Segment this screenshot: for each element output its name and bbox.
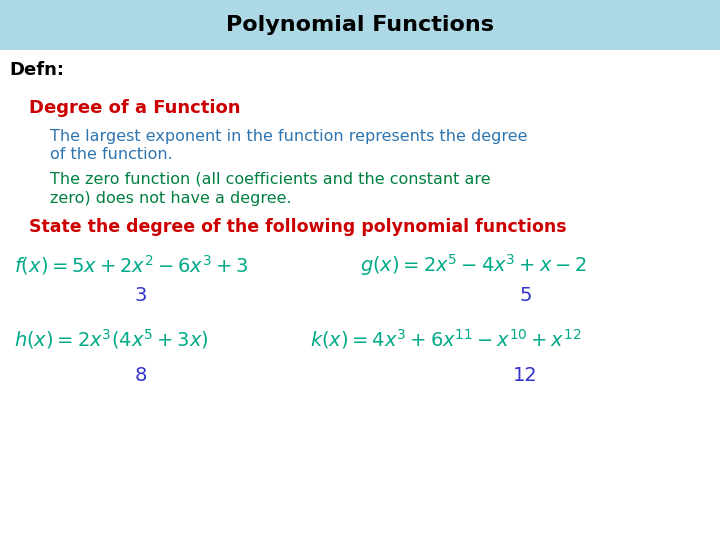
- Text: Defn:: Defn:: [9, 61, 64, 79]
- Text: $g(x) = 2x^5 - 4x^3 + x - 2$: $g(x) = 2x^5 - 4x^3 + x - 2$: [360, 252, 587, 278]
- Text: $h(x) = 2x^3(4x^5 + 3x)$: $h(x) = 2x^3(4x^5 + 3x)$: [14, 327, 209, 351]
- Text: 12: 12: [513, 366, 538, 385]
- Text: The zero function (all coefficients and the constant are: The zero function (all coefficients and …: [50, 172, 491, 187]
- Text: Degree of a Function: Degree of a Function: [29, 99, 240, 117]
- Text: $k(x) = 4x^3 + 6x^{11} - x^{10} + x^{12}$: $k(x) = 4x^3 + 6x^{11} - x^{10} + x^{12}…: [310, 327, 581, 351]
- Text: of the function.: of the function.: [50, 147, 173, 163]
- Bar: [0, 0, 720, 50]
- Text: 8: 8: [134, 366, 147, 385]
- Text: The largest exponent in the function represents the degree: The largest exponent in the function rep…: [50, 129, 528, 144]
- Text: zero) does not have a degree.: zero) does not have a degree.: [50, 191, 292, 206]
- Text: State the degree of the following polynomial functions: State the degree of the following polyno…: [29, 218, 567, 236]
- Text: 5: 5: [519, 286, 532, 306]
- Text: Polynomial Functions: Polynomial Functions: [226, 15, 494, 35]
- Text: 3: 3: [134, 286, 147, 306]
- Text: $f(x) = 5x + 2x^2 - 6x^3 + 3$: $f(x) = 5x + 2x^2 - 6x^3 + 3$: [14, 253, 248, 276]
